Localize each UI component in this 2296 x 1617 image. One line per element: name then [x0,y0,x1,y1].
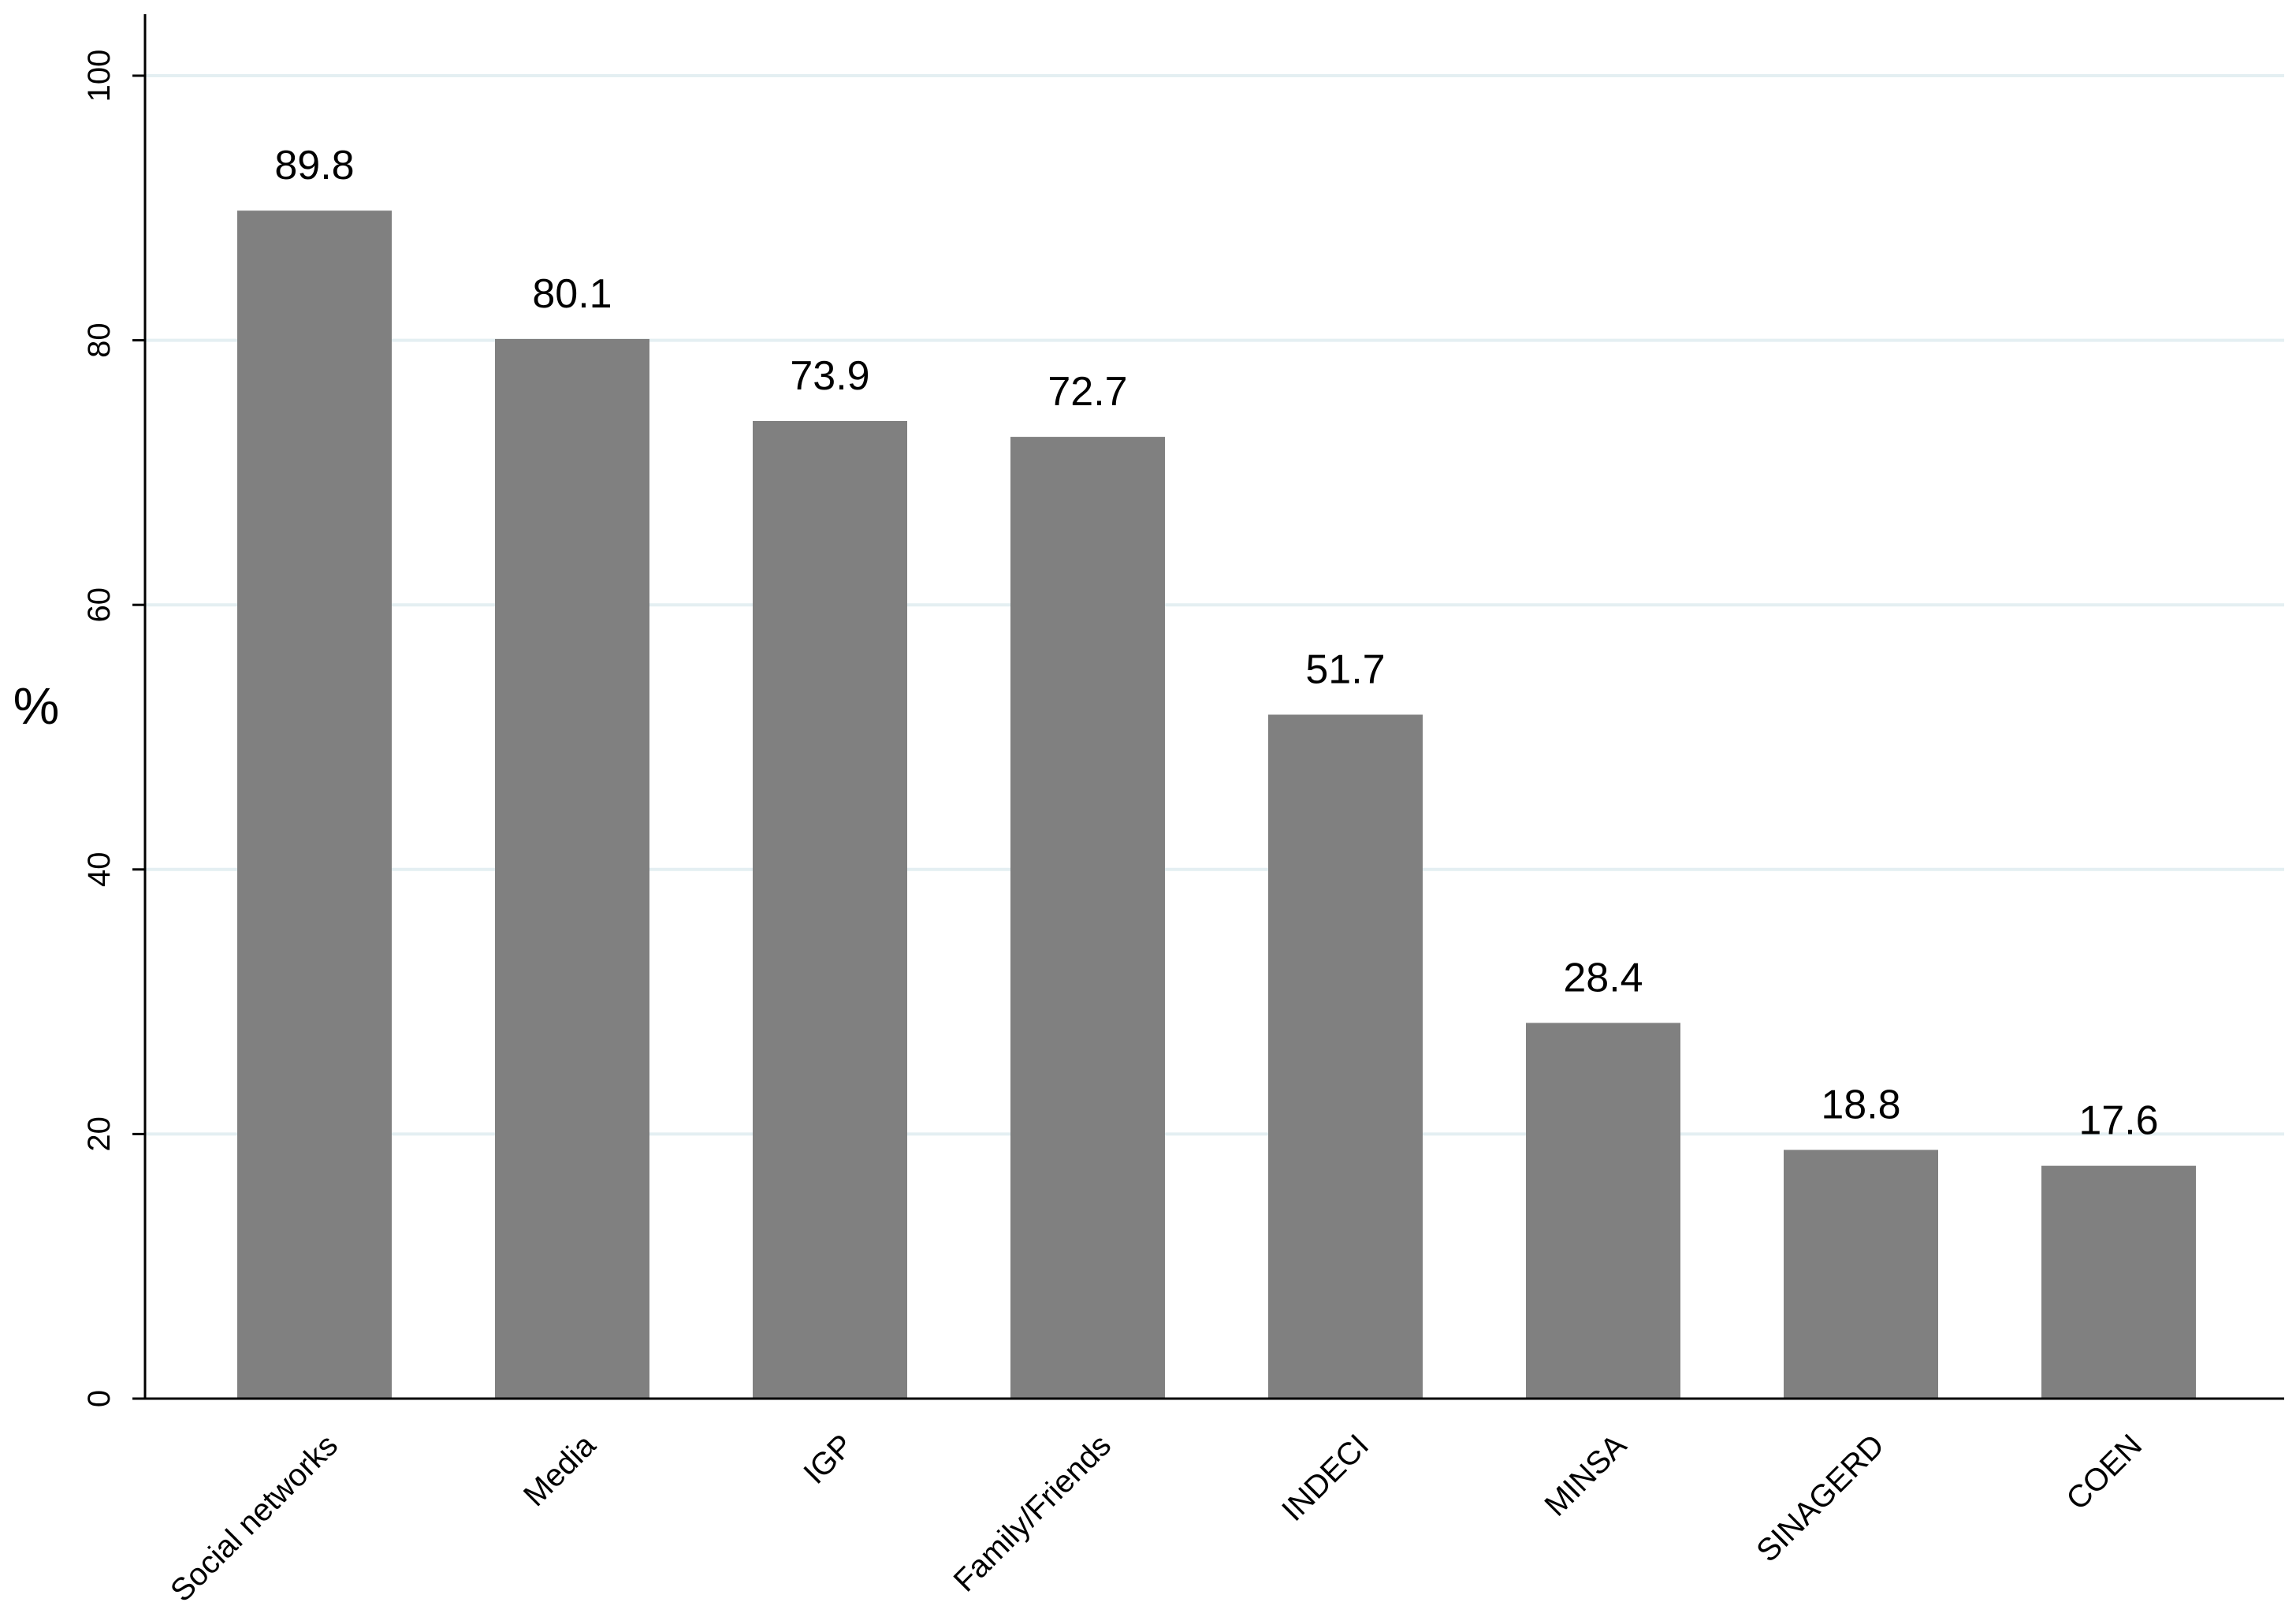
x-category-label: IGP [797,1428,860,1491]
bar [1784,1149,1938,1399]
gridlines [145,74,2284,1136]
bar [753,420,907,1399]
x-category-label: MINSA [1538,1428,1633,1523]
bar [1268,714,1423,1399]
bar-value-label: 28.4 [1563,955,1643,1000]
bar-value-label: 18.8 [1821,1082,1900,1128]
bar-value-label: 80.1 [532,271,612,317]
bar-value-label: 72.7 [1048,369,1127,415]
bar-value-label: 89.8 [274,143,354,188]
y-tick-label: 20 [82,1116,117,1152]
bar [1010,437,1165,1399]
bar [2041,1165,2196,1399]
x-category-label: Social networks [164,1428,344,1608]
x-category-label: COEN [2060,1428,2149,1517]
y-tick-label: 80 [82,322,117,358]
bar-value-label: 51.7 [1305,646,1385,692]
x-category-label: Family/Friends [947,1428,1118,1599]
bar [495,338,649,1399]
y-tick-label: 60 [82,587,117,623]
x-category-label: INDECI [1275,1428,1375,1528]
y-tick-label: 100 [82,50,117,102]
bar [237,211,392,1399]
bars [237,211,2196,1399]
x-axis-category-labels: Social networks Media IGP Family/Friends IND… [164,1428,2149,1609]
x-category-label: SINAGERD [1750,1428,1891,1569]
x-category-label: Media [517,1428,603,1514]
y-tick-label: 40 [82,852,117,888]
y-axis-ticks: 0 20 40 60 80 100 [82,50,145,1407]
axes [143,14,2284,1400]
y-tick-label: 0 [82,1390,117,1407]
bar-value-label: 17.6 [2078,1098,2158,1144]
y-axis-title: % [13,676,60,735]
bar-value-label: 73.9 [790,353,869,399]
bar [1526,1023,1680,1399]
bar-value-labels: 89.8 80.1 73.9 72.7 51.7 28.4 18.8 17.6 [274,143,2158,1144]
